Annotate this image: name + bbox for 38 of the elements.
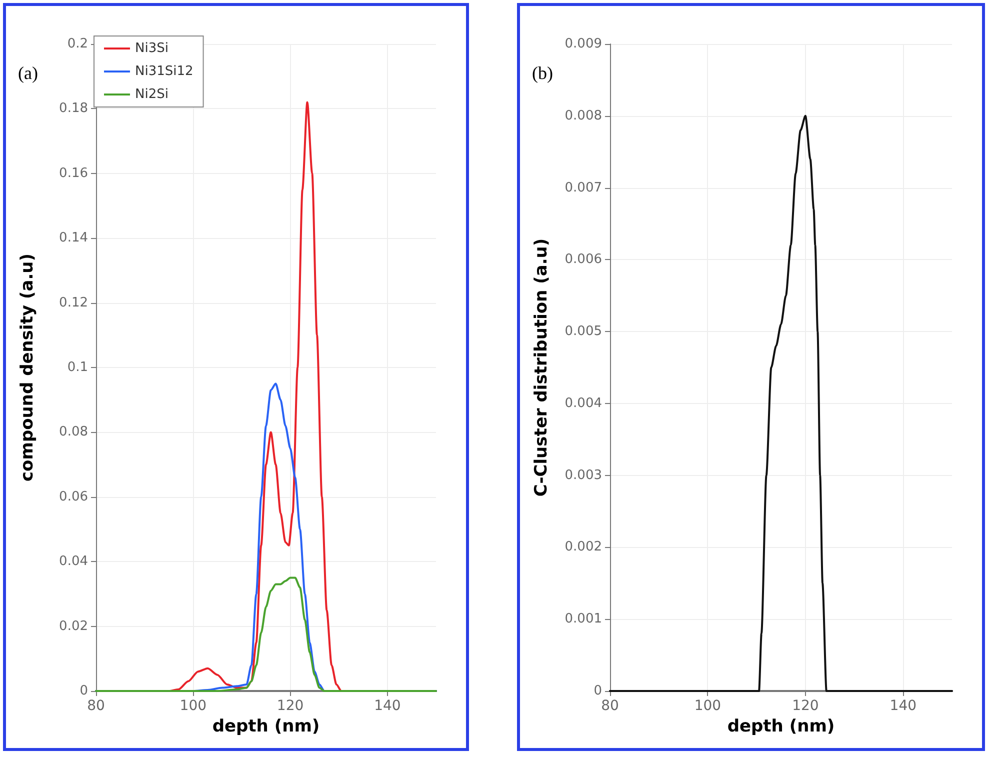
x-tick-label: 140	[890, 698, 917, 714]
y-tick-label: 0.18	[59, 101, 88, 116]
y-tick-label: 0.002	[564, 540, 602, 555]
x-tick-label: 140	[374, 698, 401, 714]
text: (b)	[532, 63, 553, 83]
legend-label: Ni2Si	[135, 87, 168, 102]
text: (a)	[18, 63, 38, 83]
y-tick-label: 0.08	[59, 424, 88, 440]
y-tick-label: 0.2	[67, 36, 88, 52]
x-axis-title: depth (nm)	[727, 716, 835, 736]
y-tick-label: 0.004	[564, 396, 602, 411]
y-tick-label: 0.1	[67, 360, 88, 375]
y-tick-label: 0.06	[59, 489, 88, 504]
y-tick-label: 0	[80, 684, 88, 698]
x-axis-title: depth (nm)	[212, 716, 320, 736]
y-tick-label: 0.001	[564, 612, 602, 627]
y-tick-label: 0.006	[564, 252, 602, 268]
y-tick-label: 0	[594, 684, 602, 698]
x-tick-label: 80	[601, 698, 619, 714]
x-tick-label: 120	[792, 698, 819, 714]
x-tick-label: 120	[276, 698, 304, 714]
legend-label: Ni3Si	[135, 41, 168, 56]
y-tick-label: 0.005	[564, 324, 602, 340]
y-axis-title: C-Cluster distribution (a.u)	[532, 238, 552, 497]
y-tick-label: 0.02	[59, 618, 88, 634]
y-axis-title: compound density (a.u)	[18, 253, 38, 482]
x-tick-label: 100	[694, 698, 722, 714]
y-tick-label: 0.04	[59, 554, 88, 570]
y-tick-label: 0.007	[564, 180, 602, 196]
y-tick-label: 0.12	[59, 295, 88, 310]
x-tick-label: 80	[87, 698, 105, 714]
y-tick-label: 0.009	[564, 36, 602, 52]
y-tick-label: 0.008	[564, 108, 602, 124]
x-tick-label: 100	[180, 698, 207, 714]
y-tick-label: 0.14	[59, 230, 88, 246]
y-tick-label: 0.003	[564, 468, 602, 483]
y-tick-label: 0.16	[59, 166, 88, 181]
legend-label: Ni31Si12	[135, 64, 194, 79]
